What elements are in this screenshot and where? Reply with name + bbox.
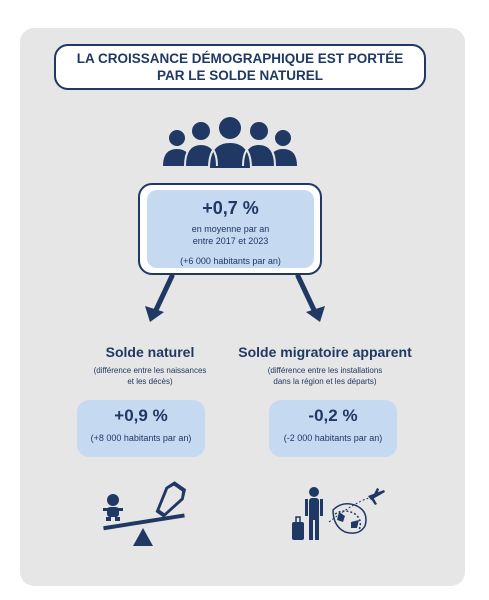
arrow-down-right-icon	[295, 273, 325, 322]
natural-balance-description: (différence entre les naissances et les …	[50, 365, 250, 387]
infographic-card	[20, 28, 465, 586]
main-period-line-1: en moyenne par an	[191, 224, 270, 234]
main-period-line-2: entre 2017 et 2023	[192, 236, 269, 246]
natural-balance-box: +0,9 % (+8 000 habitants par an)	[77, 400, 205, 457]
title-line-1: LA CROISSANCE DÉMOGRAPHIQUE EST PORTÉE	[76, 51, 404, 66]
traveler-globe-plane-icon	[292, 487, 385, 540]
natural-desc-line-2: et les décès)	[127, 377, 173, 386]
arrow-down-left-icon	[145, 273, 175, 322]
migration-desc-line-2: dans la région et les départs)	[273, 377, 377, 386]
natural-balance-inhabitants: (+8 000 habitants par an)	[90, 433, 192, 443]
natural-desc-line-1: (différence entre les naissances	[93, 366, 207, 375]
main-value-box: +0,7 % en moyenne par an entre 2017 et 2…	[147, 190, 314, 268]
migration-balance-inhabitants: (-2 000 habitants par an)	[283, 433, 383, 443]
migration-desc-line-1: (différence entre les installations	[267, 366, 383, 375]
people-group-icon	[163, 117, 297, 169]
main-inhabitants: (+6 000 habitants par an)	[180, 256, 281, 266]
baby-coffin-seesaw-icon	[103, 481, 187, 546]
migration-balance-title: Solde migratoire apparent	[238, 344, 412, 360]
infographic-title: LA CROISSANCE DÉMOGRAPHIQUE EST PORTÉE P…	[54, 44, 426, 90]
main-growth-value: +0,7 %	[202, 198, 259, 218]
natural-balance-title: Solde naturel	[105, 344, 195, 360]
migration-balance-description: (différence entre les installations dans…	[225, 365, 425, 387]
migration-balance-box: -0,2 % (-2 000 habitants par an)	[269, 400, 397, 457]
title-line-2: PAR LE SOLDE NATUREL	[156, 68, 323, 83]
arrows-group	[145, 273, 325, 322]
migration-balance-value: -0,2 %	[308, 406, 358, 425]
natural-balance-value: +0,9 %	[114, 406, 168, 425]
